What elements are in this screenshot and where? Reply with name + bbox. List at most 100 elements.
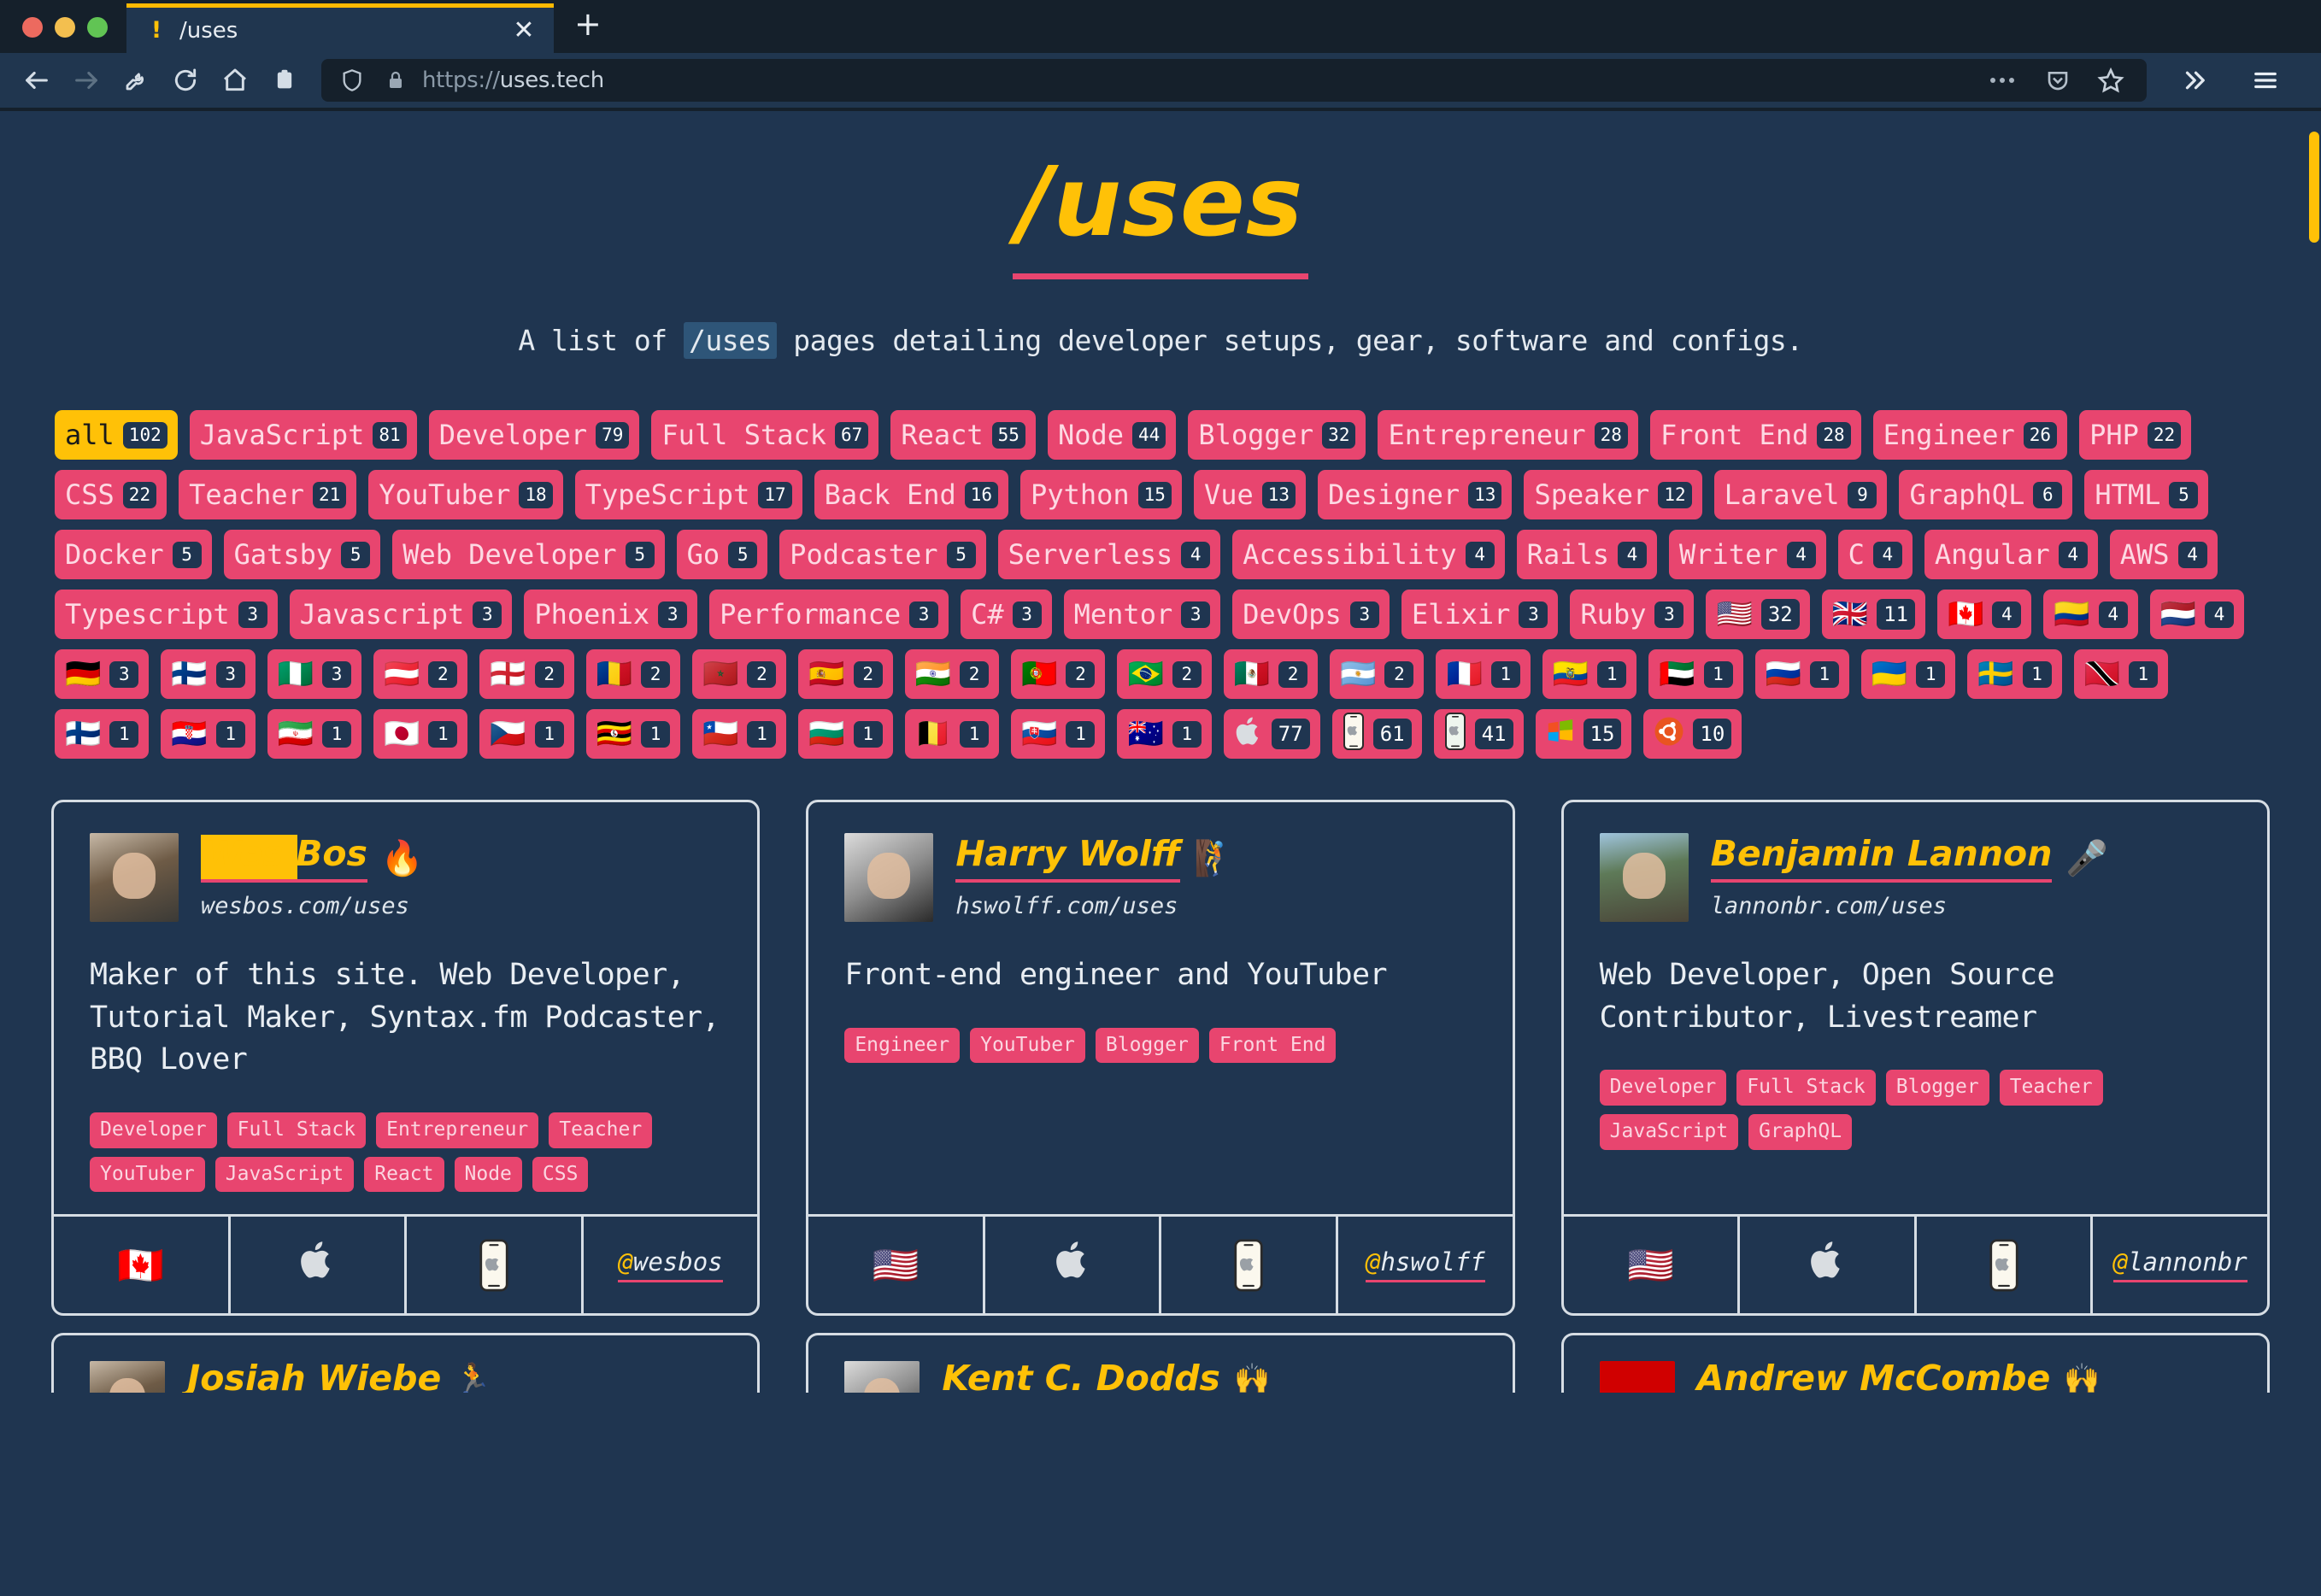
tag-filter-windows-logo[interactable]: 15	[1535, 709, 1632, 759]
profile-tag[interactable]: Blogger	[1095, 1027, 1199, 1064]
social-handle-cell[interactable]: @lannonbr	[2093, 1217, 2267, 1313]
tag-filter-flag-finland[interactable]: 🇫🇮 3	[161, 649, 256, 699]
profile-tag[interactable]: React	[364, 1156, 444, 1193]
tag-filter-full-stack[interactable]: Full Stack 67	[651, 410, 879, 460]
tag-filter-flag-morocco[interactable]: 🇲🇦 2	[692, 649, 787, 699]
tag-filter-typescript[interactable]: TypeScript 17	[574, 470, 802, 519]
tag-filter-accessibility[interactable]: Accessibility 4	[1232, 530, 1505, 579]
tag-filter-web-developer[interactable]: Web Developer 5	[392, 530, 665, 579]
profile-name[interactable]: Benjamin Lannon	[1710, 834, 2053, 883]
profile-tag[interactable]: Blogger	[1885, 1070, 1989, 1106]
tag-filter-docker[interactable]: Docker 5	[55, 530, 212, 579]
tag-filter-flag-czech-republic[interactable]: 🇨🇿 1	[479, 709, 574, 759]
profile-tag[interactable]: Developer	[1599, 1070, 1727, 1106]
tag-filter-flag-mexico[interactable]: 🇲🇽 2	[1223, 649, 1319, 699]
browser-tab[interactable]: ! /uses ✕	[126, 3, 554, 53]
profile-name[interactable]: Harry Wolff	[955, 834, 1181, 883]
profile-tag[interactable]: Teacher	[549, 1112, 653, 1148]
tag-filter-flag-russia[interactable]: 🇷🇺 1	[1754, 649, 1849, 699]
maximize-window-button[interactable]	[87, 17, 108, 38]
profile-tag[interactable]: Node	[454, 1156, 522, 1193]
profile-tag[interactable]: JavaScript	[1599, 1113, 1739, 1150]
tag-filter-flag-brazil[interactable]: 🇧🇷 2	[1117, 649, 1212, 699]
tag-filter-flag-belgium[interactable]: 🇧🇪 1	[904, 709, 1000, 759]
tag-filter-blogger[interactable]: Blogger 32	[1188, 410, 1366, 460]
tag-filter-flag-nigeria[interactable]: 🇳🇬 3	[267, 649, 362, 699]
tag-filter-javascript[interactable]: Javascript 3	[289, 590, 513, 639]
tag-filter-flag-bulgaria[interactable]: 🇧🇬 1	[798, 709, 893, 759]
tag-filter-flag-spain[interactable]: 🇪🇸 2	[798, 649, 893, 699]
profile-tag[interactable]: GraphQL	[1748, 1113, 1853, 1150]
tag-filter-flag-japan[interactable]: 🇯🇵 1	[373, 709, 468, 759]
tag-filter-flag-chile[interactable]: 🇨🇱 1	[692, 709, 787, 759]
tag-filter-flag-argentina[interactable]: 🇦🇷 2	[1330, 649, 1425, 699]
tag-filter-developer[interactable]: Developer 79	[428, 410, 640, 460]
tag-filter-podcaster[interactable]: Podcaster 5	[779, 530, 986, 579]
profile-tag[interactable]: Full Stack	[226, 1112, 367, 1148]
tag-filter-rails[interactable]: Rails 4	[1516, 530, 1657, 579]
tag-filter-flag-india[interactable]: 🇮🇳 2	[904, 649, 1000, 699]
tag-filter-ruby[interactable]: Ruby 3	[1570, 590, 1695, 639]
tag-filter-react[interactable]: React 55	[890, 410, 1036, 460]
tag-filter-vue[interactable]: Vue 13	[1193, 470, 1307, 519]
tag-filter-all[interactable]: all 102	[55, 410, 178, 460]
tag-filter-flag-canada[interactable]: 🇨🇦 4	[1936, 590, 2032, 639]
profile-url[interactable]: lannonbr.com/uses	[1710, 892, 1947, 919]
tag-filter-python[interactable]: Python 15	[1020, 470, 1182, 519]
profile-name[interactable]: Wes Bos	[201, 834, 367, 883]
tag-filter-devops[interactable]: DevOps 3	[1232, 590, 1390, 639]
home-icon[interactable]	[210, 58, 260, 103]
address-bar[interactable]: https://uses.tech	[321, 59, 2147, 102]
profile-name[interactable]: Josiah Wiebe	[187, 1358, 442, 1394]
site-logo[interactable]: /uses	[1012, 147, 1309, 279]
profile-card[interactable]: Wes Bos 🔥 wesbos.com/uses Maker of this sit…	[51, 800, 761, 1317]
tag-filter-graphql[interactable]: GraphQL 6	[1899, 470, 2073, 519]
tag-filter-html[interactable]: HTML 5	[2084, 470, 2209, 519]
reload-icon[interactable]	[161, 58, 210, 103]
profile-tag[interactable]: Teacher	[1999, 1070, 2103, 1106]
profile-tag[interactable]: Front End	[1208, 1027, 1337, 1064]
scrollbar-thumb[interactable]	[2309, 132, 2319, 243]
tag-filter-flag-germany[interactable]: 🇩🇪 3	[55, 649, 150, 699]
tag-filter-flag-ukraine[interactable]: 🇺🇦 1	[1860, 649, 1956, 699]
tag-filter-flag-sweden[interactable]: 🇸🇪 1	[1967, 649, 2062, 699]
tag-filter-writer[interactable]: Writer 4	[1669, 530, 1826, 579]
tag-filter-css[interactable]: CSS 22	[55, 470, 167, 519]
profile-tag[interactable]: Developer	[90, 1112, 217, 1148]
profile-card-partial[interactable]: Kent C. Dodds 🙌	[806, 1333, 1515, 1394]
tag-filter-flag-romania[interactable]: 🇷🇴 2	[585, 649, 681, 699]
tag-filter-php[interactable]: PHP 22	[2079, 410, 2192, 460]
new-tab-button[interactable]: +	[574, 5, 602, 43]
tag-filter-android-phone[interactable]: 41	[1433, 709, 1524, 759]
forward-arrow-icon[interactable]	[62, 58, 111, 103]
tag-filter-flag-austria[interactable]: 🇦🇹 2	[373, 649, 468, 699]
profile-name[interactable]: Andrew McCombe	[1696, 1358, 2051, 1394]
tag-filter-node[interactable]: Node 44	[1047, 410, 1177, 460]
profile-tag[interactable]: Full Stack	[1736, 1070, 1876, 1106]
tag-filter-aws[interactable]: AWS 4	[2109, 530, 2218, 579]
tag-filter-c-[interactable]: C# 3	[961, 590, 1052, 639]
profile-tag[interactable]: YouTuber	[970, 1027, 1085, 1064]
page-scrollbar[interactable]	[2307, 111, 2321, 1596]
tag-filter-performance[interactable]: Performance 3	[709, 590, 949, 639]
close-tab-button[interactable]: ✕	[513, 15, 535, 45]
social-handle[interactable]: @wesbos	[618, 1247, 723, 1283]
tag-filter-iphone[interactable]: 61	[1331, 709, 1422, 759]
tag-filter-laravel[interactable]: Laravel 9	[1713, 470, 1888, 519]
back-arrow-icon[interactable]	[12, 58, 62, 103]
profile-tag[interactable]: Engineer	[844, 1027, 961, 1064]
profile-url[interactable]: hswolff.com/uses	[955, 892, 1178, 919]
tag-filter-teacher[interactable]: Teacher 21	[179, 470, 357, 519]
tag-filter-ubuntu-logo[interactable]: 10	[1643, 709, 1742, 759]
minimize-window-button[interactable]	[55, 17, 75, 38]
social-handle[interactable]: @hswolff	[1366, 1247, 1485, 1283]
tag-filter-flag-croatia[interactable]: 🇭🇷 1	[161, 709, 256, 759]
tag-filter-engineer[interactable]: Engineer 26	[1872, 410, 2068, 460]
tag-filter-serverless[interactable]: Serverless 4	[997, 530, 1221, 579]
tag-filter-apple-logo[interactable]: 77	[1223, 709, 1320, 759]
tag-filter-flag-england[interactable]: 🏴󠁧󠁢󠁥󠁮󠁧󠁿 2	[479, 649, 574, 699]
tag-filter-flag-france[interactable]: 🇫🇷 1	[1436, 649, 1531, 699]
tag-filter-javascript[interactable]: JavaScript 81	[189, 410, 417, 460]
tag-filter-phoenix[interactable]: Phoenix 3	[524, 590, 698, 639]
close-window-button[interactable]	[22, 17, 43, 38]
